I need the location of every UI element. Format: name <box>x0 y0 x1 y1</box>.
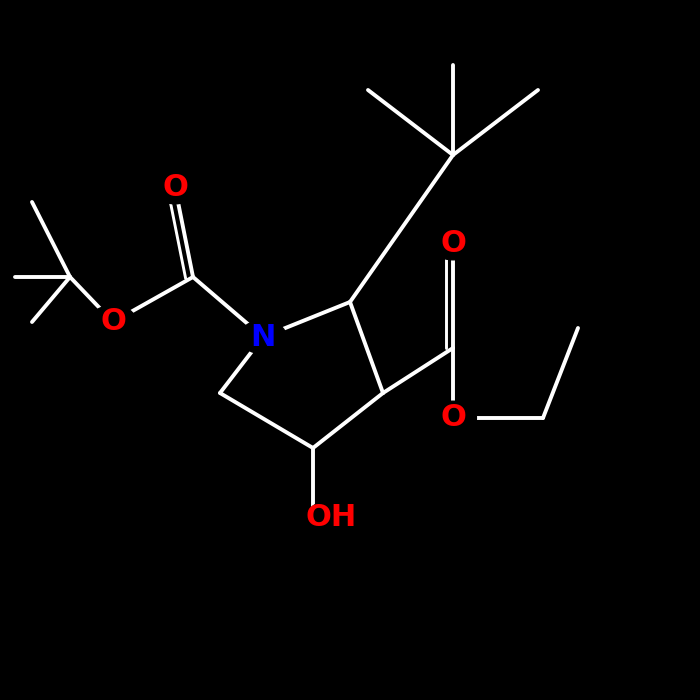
Text: O: O <box>162 172 188 202</box>
Ellipse shape <box>430 226 477 260</box>
Ellipse shape <box>90 305 136 339</box>
Text: OH: OH <box>305 503 356 531</box>
Ellipse shape <box>152 170 198 204</box>
Text: O: O <box>440 403 466 433</box>
Text: N: N <box>251 323 276 351</box>
Ellipse shape <box>239 320 286 354</box>
Ellipse shape <box>307 500 354 534</box>
Text: O: O <box>440 228 466 258</box>
Ellipse shape <box>430 401 477 435</box>
Text: O: O <box>100 307 126 337</box>
